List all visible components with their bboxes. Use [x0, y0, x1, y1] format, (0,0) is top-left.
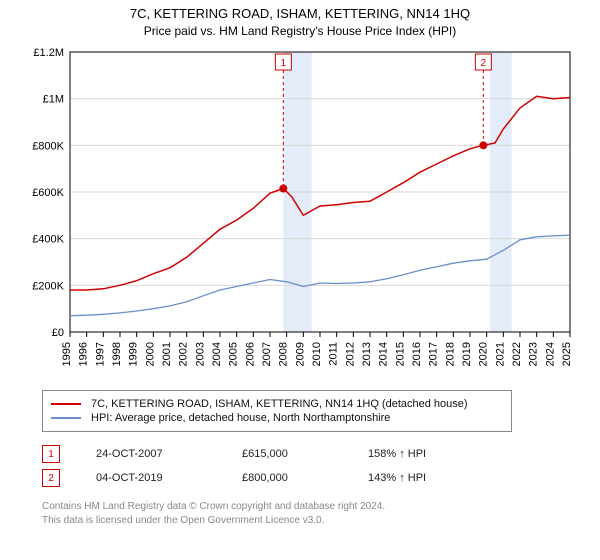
svg-text:2021: 2021	[494, 342, 506, 366]
svg-text:2009: 2009	[294, 342, 306, 366]
svg-text:2010: 2010	[311, 342, 323, 366]
footer-line: This data is licensed under the Open Gov…	[42, 514, 580, 528]
svg-text:£1M: £1M	[43, 94, 64, 106]
svg-text:2004: 2004	[211, 342, 223, 366]
chart-area: £0 £200K £400K £600K £800K £1M £1.2M 1995 1996 19…	[20, 42, 580, 382]
svg-text:£600K: £600K	[32, 187, 64, 199]
svg-text:1998: 1998	[111, 342, 123, 366]
table-row: 2 04-OCT-2019 £800,000 143% ↑ HPI	[42, 466, 580, 490]
chart-title: 7C, KETTERING ROAD, ISHAM, KETTERING, NN…	[0, 0, 600, 21]
svg-text:£400K: £400K	[32, 234, 64, 246]
svg-text:2011: 2011	[328, 342, 340, 366]
svg-text:2017: 2017	[428, 342, 440, 366]
svg-text:2002: 2002	[178, 342, 190, 366]
legend-swatch	[51, 403, 81, 405]
svg-text:2016: 2016	[411, 342, 423, 366]
svg-text:2005: 2005	[228, 342, 240, 366]
transaction-hpi: 143% ↑ HPI	[368, 472, 426, 484]
svg-text:2007: 2007	[261, 342, 273, 366]
footer-line: Contains HM Land Registry data © Crown c…	[42, 500, 580, 514]
svg-text:2006: 2006	[244, 342, 256, 366]
svg-text:1996: 1996	[78, 342, 90, 366]
svg-text:£800K: £800K	[32, 140, 64, 152]
transaction-hpi: 158% ↑ HPI	[368, 448, 426, 460]
svg-text:2018: 2018	[444, 342, 456, 366]
line-chart-svg: £0 £200K £400K £600K £800K £1M £1.2M 1995 1996 19…	[20, 42, 580, 382]
legend-item: HPI: Average price, detached house, Nort…	[51, 411, 503, 425]
footer-attribution: Contains HM Land Registry data © Crown c…	[42, 500, 580, 527]
svg-text:£0: £0	[52, 327, 64, 339]
transaction-price: £615,000	[242, 448, 332, 460]
legend: 7C, KETTERING ROAD, ISHAM, KETTERING, NN…	[42, 390, 512, 432]
svg-text:1: 1	[281, 58, 287, 69]
table-row: 1 24-OCT-2007 £615,000 158% ↑ HPI	[42, 442, 580, 466]
chart-container: 7C, KETTERING ROAD, ISHAM, KETTERING, NN…	[0, 0, 600, 560]
svg-text:1999: 1999	[128, 342, 140, 366]
transaction-date: 24-OCT-2007	[96, 448, 206, 460]
svg-text:2: 2	[481, 58, 487, 69]
transactions-table: 1 24-OCT-2007 £615,000 158% ↑ HPI 2 04-O…	[42, 442, 580, 490]
svg-text:2014: 2014	[378, 342, 390, 366]
svg-text:2013: 2013	[361, 342, 373, 366]
legend-label: HPI: Average price, detached house, Nort…	[91, 412, 390, 424]
svg-text:£200K: £200K	[32, 280, 64, 292]
svg-text:1997: 1997	[94, 342, 106, 366]
svg-text:2015: 2015	[394, 342, 406, 366]
transaction-price: £800,000	[242, 472, 332, 484]
svg-text:2012: 2012	[344, 342, 356, 366]
legend-item: 7C, KETTERING ROAD, ISHAM, KETTERING, NN…	[51, 397, 503, 411]
svg-text:2003: 2003	[194, 342, 206, 366]
svg-text:2022: 2022	[511, 342, 523, 366]
transaction-date: 04-OCT-2019	[96, 472, 206, 484]
svg-text:2019: 2019	[461, 342, 473, 366]
marker-badge: 2	[42, 469, 60, 487]
svg-text:2025: 2025	[561, 342, 573, 366]
marker-badge: 1	[42, 445, 60, 463]
chart-subtitle: Price paid vs. HM Land Registry's House …	[0, 21, 600, 42]
legend-label: 7C, KETTERING ROAD, ISHAM, KETTERING, NN…	[91, 398, 468, 410]
svg-text:1995: 1995	[61, 342, 73, 366]
legend-swatch	[51, 417, 81, 419]
svg-text:2001: 2001	[161, 342, 173, 366]
svg-text:£1.2M: £1.2M	[33, 47, 64, 59]
svg-text:2008: 2008	[278, 342, 290, 366]
svg-text:2000: 2000	[144, 342, 156, 366]
svg-text:2020: 2020	[478, 342, 490, 366]
svg-text:2023: 2023	[528, 342, 540, 366]
svg-text:2024: 2024	[544, 342, 556, 366]
